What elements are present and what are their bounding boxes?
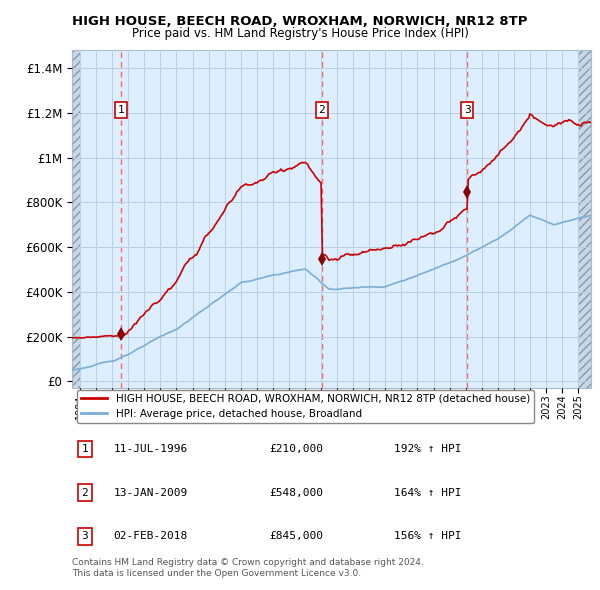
Bar: [72, 50, 80, 388]
Text: 192% ↑ HPI: 192% ↑ HPI: [394, 444, 461, 454]
Text: £548,000: £548,000: [269, 488, 323, 497]
Text: 1: 1: [118, 105, 124, 115]
Text: 13-JAN-2009: 13-JAN-2009: [113, 488, 188, 497]
Text: 2: 2: [319, 105, 325, 115]
Text: Price paid vs. HM Land Registry's House Price Index (HPI): Price paid vs. HM Land Registry's House …: [131, 27, 469, 40]
Text: 2: 2: [82, 488, 88, 497]
Text: 164% ↑ HPI: 164% ↑ HPI: [394, 488, 461, 497]
Text: 3: 3: [464, 105, 470, 115]
Text: £845,000: £845,000: [269, 532, 323, 542]
Bar: [578, 50, 591, 388]
Text: £210,000: £210,000: [269, 444, 323, 454]
Text: HIGH HOUSE, BEECH ROAD, WROXHAM, NORWICH, NR12 8TP: HIGH HOUSE, BEECH ROAD, WROXHAM, NORWICH…: [72, 15, 528, 28]
Text: 02-FEB-2018: 02-FEB-2018: [113, 532, 188, 542]
Text: 3: 3: [82, 532, 88, 542]
Legend: HIGH HOUSE, BEECH ROAD, WROXHAM, NORWICH, NR12 8TP (detached house), HPI: Averag: HIGH HOUSE, BEECH ROAD, WROXHAM, NORWICH…: [77, 389, 534, 423]
Text: This data is licensed under the Open Government Licence v3.0.: This data is licensed under the Open Gov…: [72, 569, 361, 578]
Text: 1: 1: [82, 444, 88, 454]
Text: 11-JUL-1996: 11-JUL-1996: [113, 444, 188, 454]
Text: 156% ↑ HPI: 156% ↑ HPI: [394, 532, 461, 542]
Text: Contains HM Land Registry data © Crown copyright and database right 2024.: Contains HM Land Registry data © Crown c…: [72, 558, 424, 567]
